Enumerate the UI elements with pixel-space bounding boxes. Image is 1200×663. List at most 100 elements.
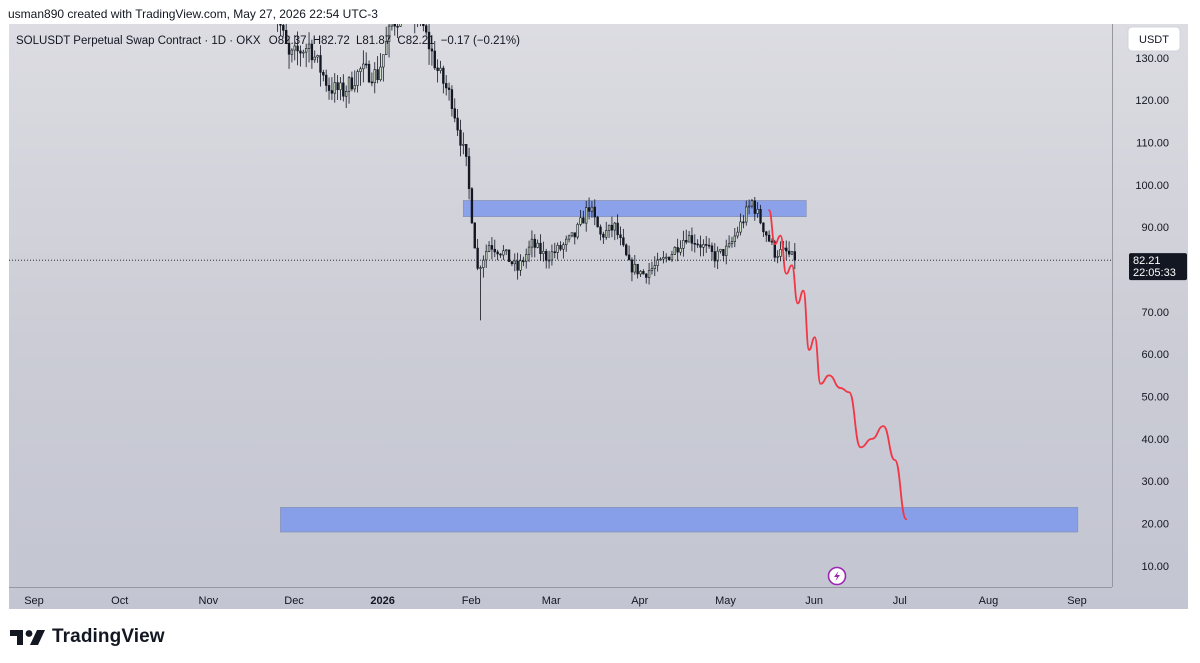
candle-59	[439, 60, 442, 74]
price-tick-label-3: 40.00	[1141, 434, 1169, 446]
candle-106	[573, 232, 576, 245]
candle-28	[350, 71, 354, 92]
candle-159	[725, 239, 728, 265]
chart-frame[interactable]: 10.0020.0030.0040.0050.0060.0070.0080.00…	[9, 0, 1188, 609]
candle-123	[622, 228, 625, 247]
candle-66	[459, 119, 462, 157]
candle-94	[539, 234, 542, 261]
candle-87	[519, 254, 522, 276]
candle-110	[585, 200, 588, 232]
candle-20	[327, 77, 331, 100]
candle-40	[385, 26, 388, 56]
candle-156	[716, 246, 719, 270]
candle-137	[662, 250, 665, 264]
candle-54	[425, 18, 428, 36]
candle-51	[416, 14, 419, 28]
candle-158	[722, 249, 725, 262]
candle-26	[345, 85, 348, 109]
price-tick-label-9: 100.00	[1135, 180, 1169, 192]
time-tick-label-7: Apr	[631, 595, 648, 607]
candle-81	[502, 245, 505, 260]
candle-93	[536, 239, 539, 249]
tradingview-logo[interactable]: TradingView	[10, 626, 165, 648]
candle-6	[287, 35, 291, 69]
candle-146	[687, 230, 691, 243]
candle-4	[282, 21, 285, 37]
candle-152	[705, 236, 708, 253]
candle-32	[362, 50, 365, 83]
candle-173	[765, 230, 768, 242]
candle-78	[493, 239, 496, 258]
time-tick-label-1: Oct	[111, 595, 128, 607]
candle-71	[473, 222, 476, 249]
candle-135	[656, 252, 659, 272]
candle-177	[776, 250, 779, 264]
candle-9	[296, 31, 299, 66]
last-price-value: 82.21	[1133, 255, 1161, 267]
candle-140	[670, 250, 674, 262]
candle-79	[496, 249, 499, 261]
candle-21	[330, 77, 334, 101]
last-price-countdown: 22:05:33	[1133, 267, 1176, 279]
candle-133	[650, 261, 654, 275]
candle-120	[613, 221, 616, 241]
candle-180	[785, 240, 788, 261]
candle-86	[516, 252, 519, 280]
candle-83	[507, 249, 511, 262]
candle-76	[487, 241, 491, 253]
candle-122	[619, 226, 622, 246]
price-tick-label-4: 50.00	[1141, 392, 1169, 404]
candle-160	[727, 235, 731, 249]
candle-50	[413, 0, 416, 34]
candle-7	[290, 48, 294, 63]
candle-96	[545, 248, 548, 269]
candle-58	[436, 59, 439, 83]
candle-100	[556, 242, 559, 260]
candle-18	[322, 69, 325, 82]
time-tick-label-6: Mar	[542, 595, 561, 607]
candle-121	[616, 214, 619, 240]
candle-116	[602, 231, 605, 244]
legend-change: −0.17 (−0.21%)	[441, 35, 520, 47]
candle-169	[753, 196, 756, 221]
candle-39	[382, 54, 385, 82]
time-tick-label-4: 2026	[370, 595, 394, 607]
candle-62	[447, 82, 451, 101]
candle-161	[730, 236, 734, 248]
candle-178	[779, 241, 782, 262]
candle-10	[299, 45, 302, 67]
legend-low: L81.87	[356, 35, 391, 47]
zone-rect-1[interactable]	[280, 507, 1079, 533]
candle-12	[304, 43, 308, 68]
price-chart[interactable]: 10.0020.0030.0040.0050.0060.0070.0080.00…	[9, 0, 1188, 609]
zone-rect-0[interactable]	[462, 200, 807, 218]
forecast-line[interactable]	[768, 209, 908, 521]
candle-17	[319, 45, 322, 87]
candle-22	[333, 73, 336, 103]
candle-134	[653, 256, 656, 277]
candle-155	[713, 243, 716, 268]
candle-127	[633, 254, 636, 275]
candle-74	[482, 255, 485, 278]
candle-97	[547, 250, 551, 269]
candles-layer	[270, 0, 797, 321]
candle-144	[682, 230, 685, 257]
candle-95	[542, 241, 545, 262]
candle-61	[445, 75, 448, 96]
time-tick-label-5: Feb	[462, 595, 481, 607]
currency-button[interactable]: USDT	[1127, 26, 1181, 52]
candle-125	[627, 245, 631, 261]
price-axis: 10.0020.0030.0040.0050.0060.0070.0080.00…	[1135, 53, 1169, 573]
price-tick-label-11: 120.00	[1135, 95, 1169, 107]
lightning-icon[interactable]	[827, 566, 847, 586]
candle-57	[433, 40, 436, 70]
candle-13	[307, 32, 311, 63]
candle-164	[739, 213, 742, 236]
last-price-label: 82.21 22:05:33	[1129, 253, 1187, 281]
candle-119	[610, 216, 614, 238]
candle-85	[513, 253, 516, 272]
candle-109	[582, 210, 585, 224]
candle-91	[530, 230, 534, 258]
candle-70	[470, 187, 474, 224]
candle-148	[693, 234, 696, 253]
